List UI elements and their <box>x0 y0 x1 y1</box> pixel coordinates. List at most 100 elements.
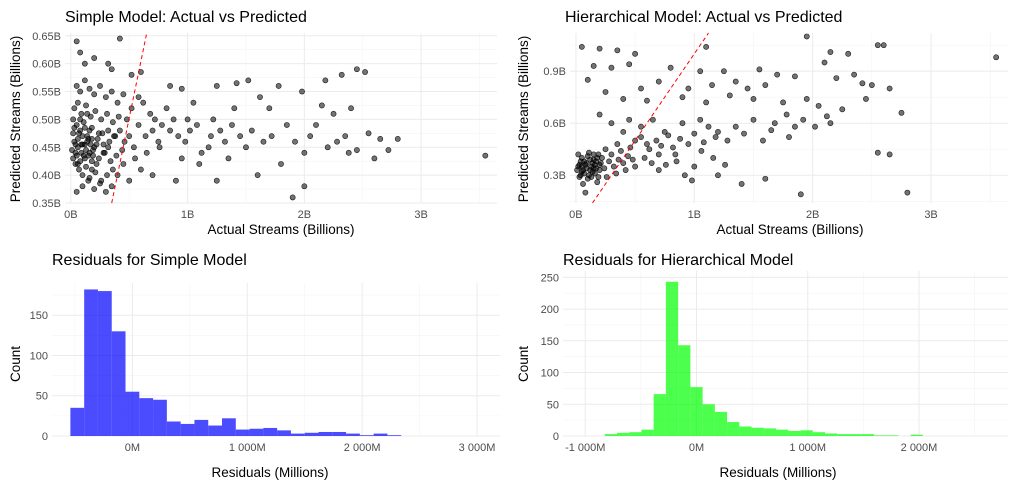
data-point <box>81 60 88 67</box>
data-point <box>626 116 633 123</box>
data-point <box>135 94 142 100</box>
data-point <box>92 169 99 176</box>
data-point <box>720 68 727 75</box>
data-point <box>662 161 669 168</box>
data-point <box>104 110 110 117</box>
histogram-bar <box>727 422 740 436</box>
x-tick-label: 2 000M <box>344 442 381 454</box>
histogram-bar <box>788 430 801 436</box>
data-point <box>575 151 582 158</box>
data-point <box>95 155 102 162</box>
data-point <box>98 116 105 123</box>
histogram-bar <box>873 435 887 436</box>
data-point <box>786 134 792 140</box>
y-tick-label: 0.60B <box>32 59 61 71</box>
data-point <box>863 96 869 102</box>
x-tick-label: 3B <box>414 209 427 221</box>
x-axis-label: Actual Streams (Billions) <box>207 222 354 237</box>
data-point <box>87 141 94 148</box>
chart-panel-hierarchical-scatter: Hierarchical Model: Actual vs Predicted … <box>508 0 1017 243</box>
data-point <box>213 83 220 89</box>
histogram-bar <box>849 434 862 436</box>
data-point <box>898 109 905 116</box>
data-point <box>84 110 91 117</box>
chart-panel-simple-scatter: Simple Model: Actual vs Predicted 0B 1B 2B… <box>0 0 508 243</box>
data-point <box>229 122 235 128</box>
histogram-bar <box>776 429 789 436</box>
data-point <box>237 133 244 140</box>
data-point <box>101 149 108 156</box>
data-point <box>278 161 284 167</box>
data-point <box>839 106 846 113</box>
histogram-bar <box>166 421 181 436</box>
x-tick-label: 0M <box>125 442 140 454</box>
data-point <box>644 97 650 104</box>
data-point <box>116 35 123 42</box>
data-point <box>97 83 103 89</box>
data-point <box>173 177 179 184</box>
data-point <box>741 130 747 137</box>
histogram-bar <box>346 433 360 436</box>
data-point <box>79 172 86 179</box>
data-point <box>679 94 686 101</box>
chart-panel-simple-residuals: Residuals for Simple Model 0M 1 000M 2 000… <box>0 243 508 487</box>
data-point <box>345 149 352 156</box>
x-tick-label: 0B <box>64 209 77 221</box>
chart-title: Hierarchical Model: Actual vs Predicted <box>565 9 842 26</box>
data-point <box>620 128 627 135</box>
data-point <box>588 174 595 180</box>
data-point <box>732 123 739 130</box>
data-point <box>243 144 249 151</box>
data-point <box>593 158 599 165</box>
data-point <box>167 127 173 134</box>
data-point <box>78 141 85 148</box>
data-point <box>322 77 329 84</box>
data-point <box>614 47 621 54</box>
data-point <box>738 181 745 187</box>
data-point <box>91 55 98 61</box>
data-point <box>685 85 692 92</box>
data-point <box>595 151 602 158</box>
data-point <box>72 141 79 148</box>
data-point <box>100 141 107 148</box>
data-point <box>655 167 662 173</box>
histogram-bar <box>139 398 154 436</box>
data-point <box>73 83 80 89</box>
data-point <box>638 134 644 140</box>
chart-title: Residuals for Simple Model <box>52 252 247 269</box>
data-point <box>91 91 98 98</box>
data-point <box>580 181 586 187</box>
data-point <box>231 105 238 112</box>
histogram-bar <box>812 432 825 436</box>
data-point <box>225 155 232 162</box>
x-tick-label: 1 000M <box>789 442 826 454</box>
data-point <box>827 120 834 127</box>
histogram-bar <box>690 387 703 436</box>
data-point <box>578 43 585 50</box>
chart-title: Residuals for Hierarchical Model <box>563 252 793 269</box>
data-point <box>705 123 712 130</box>
data-point <box>80 152 87 159</box>
data-point <box>851 71 858 78</box>
data-point <box>800 116 807 123</box>
histogram-bar <box>208 425 223 436</box>
data-point <box>803 96 810 102</box>
x-axis-label: Residuals (Millions) <box>719 465 836 480</box>
data-point <box>821 59 828 66</box>
y-axis-label: Count <box>516 346 531 382</box>
data-point <box>213 177 220 184</box>
y-tick-label: 200 <box>541 304 559 316</box>
histogram-bar <box>653 394 666 436</box>
data-point <box>85 136 92 142</box>
data-point <box>626 61 633 68</box>
data-point <box>313 122 319 128</box>
y-tick-label: 0.9B <box>543 66 566 78</box>
data-point <box>689 177 695 184</box>
histogram-bar <box>702 404 715 436</box>
x-tick-label: 0B <box>569 209 582 221</box>
data-point <box>715 128 721 135</box>
data-point <box>394 136 401 142</box>
reference-line <box>111 32 148 204</box>
data-point <box>744 85 751 92</box>
data-point <box>620 160 627 167</box>
